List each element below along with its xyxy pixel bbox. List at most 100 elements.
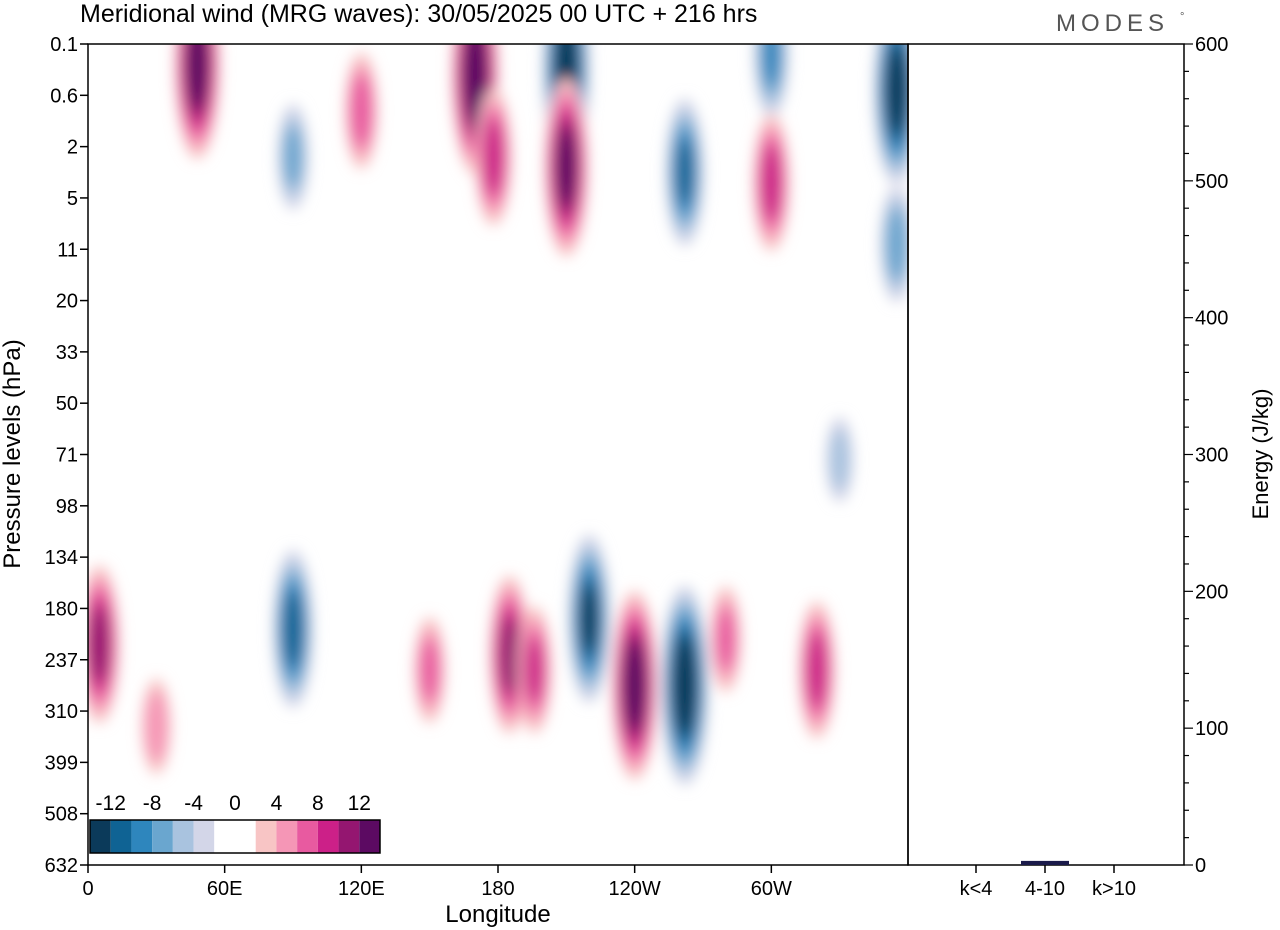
y-tick-label: 50 (56, 393, 78, 415)
y-tick-label: 5 (67, 188, 78, 210)
contour-cell (754, 44, 789, 118)
energy-tick-label: 600 (1195, 34, 1228, 56)
colorbar-label: -4 (184, 792, 203, 815)
energy-axis-label: Energy (J/kg) (1248, 389, 1273, 520)
y-tick-label: 399 (45, 752, 78, 774)
y-tick-label: 0.6 (50, 85, 78, 107)
y-tick-label: 71 (56, 445, 78, 467)
energy-tick-label: 400 (1195, 308, 1228, 330)
y-tick-label: 98 (56, 496, 78, 518)
colorbar-swatch (172, 820, 194, 853)
x-tick-label: 60W (751, 878, 792, 900)
x-tick-label: 60E (207, 878, 243, 900)
colorbar-swatch (152, 820, 173, 853)
contour-band (145, 690, 168, 763)
contour-cell (517, 606, 552, 734)
contour-band (89, 606, 109, 683)
colorbar-label: 0 (229, 792, 241, 815)
y-tick-label: 11 (57, 239, 78, 261)
contour-cell (753, 113, 790, 252)
brand-logo-mark: ° (1180, 11, 1184, 23)
contour-band (886, 207, 907, 281)
y-tick-label: 0.1 (50, 34, 78, 56)
colorbar: -12 -8 -4 0 4 8 12 (89, 792, 381, 854)
heatmap-field (88, 44, 908, 786)
contour-band (499, 616, 519, 693)
contour-band (526, 638, 543, 702)
contour-band (420, 639, 439, 701)
y-tick-label: 180 (45, 598, 78, 620)
contour-band (807, 633, 827, 707)
energy-tick-label: 0 (1195, 855, 1206, 877)
energy-tick-label: 200 (1195, 581, 1228, 603)
x-axis-label: Longitude (445, 901, 550, 928)
contour-cell (612, 590, 658, 781)
y-tick-label: 2 (67, 137, 78, 159)
contour-cell (88, 565, 120, 724)
contour-band (676, 140, 694, 205)
y-tick-label: 632 (45, 855, 78, 877)
contour-band (762, 44, 780, 86)
contour-cell (277, 103, 309, 211)
energy-axis: 0 100 200 300 400 500 600 (1184, 34, 1228, 877)
contour-cell (141, 678, 171, 775)
y-tick-label: 508 (45, 804, 78, 826)
contour-cell (345, 52, 378, 170)
y-tick-label: 134 (45, 547, 78, 569)
colorbar-label: -12 (96, 792, 126, 815)
contour-cell (798, 601, 835, 739)
contour-cell (665, 98, 704, 247)
energy-tick-label: 100 (1195, 718, 1228, 740)
contour-cell (273, 549, 313, 709)
pressure-axis: 0.1 0.6 2 5 11 20 33 50 71 98 134 180 237 310 399 508 63… (45, 34, 88, 877)
colorbar-swatch (338, 820, 360, 853)
contour-band (888, 55, 905, 125)
colorbar-swatch (110, 820, 132, 853)
contour-band (675, 645, 695, 726)
energy-category-label: k>10 (1092, 878, 1136, 900)
colorbar-swatch (90, 820, 111, 853)
contour-cell (880, 185, 908, 303)
chart-title: Meridional wind (MRG waves): 30/05/2025 … (80, 0, 757, 28)
contour-band (483, 119, 504, 194)
contour-band (189, 44, 206, 99)
y-axis-label: Pressure levels (hPa) (0, 339, 26, 568)
contour-cell (568, 534, 610, 704)
contour-cell (710, 586, 742, 693)
colorbar-swatch (193, 820, 215, 853)
energy-panel-frame (907, 43, 1185, 866)
contour-band (580, 585, 598, 652)
energy-tick-label: 300 (1195, 445, 1228, 467)
y-tick-label: 20 (56, 291, 78, 313)
energy-bar (1021, 860, 1069, 865)
contour-band (716, 608, 735, 670)
contour-cell (174, 44, 220, 160)
colorbar-swatch (131, 820, 153, 853)
colorbar-swatch (235, 820, 256, 853)
colorbar-swatch (359, 820, 380, 853)
x-tick-label: 120E (338, 878, 385, 900)
contour-cell (826, 416, 854, 503)
contour-band (761, 145, 782, 220)
y-tick-label: 237 (45, 650, 78, 672)
longitude-axis: 0 60E 120E 180 120W 60W (82, 865, 792, 900)
x-tick-label: 180 (481, 878, 514, 900)
y-tick-label: 310 (45, 701, 78, 723)
contour-band (283, 591, 303, 667)
colorbar-swatch (255, 820, 277, 853)
contour-layer (88, 44, 908, 786)
x-tick-label: 120W (609, 878, 661, 900)
contour-band (465, 44, 485, 115)
colorbar-swatch (317, 820, 339, 853)
contour-band (829, 428, 850, 491)
energy-category-label: 4-10 (1025, 878, 1065, 900)
contour-cell (874, 44, 908, 185)
colorbar-label: 12 (348, 792, 371, 815)
colorbar-label: 4 (271, 792, 283, 815)
contour-band (284, 126, 302, 188)
energy-tick-label: 500 (1195, 171, 1228, 193)
contour-band (626, 651, 643, 720)
contour-cell (414, 616, 446, 724)
contour-cell (661, 585, 709, 786)
y-tick-label: 33 (56, 342, 78, 364)
